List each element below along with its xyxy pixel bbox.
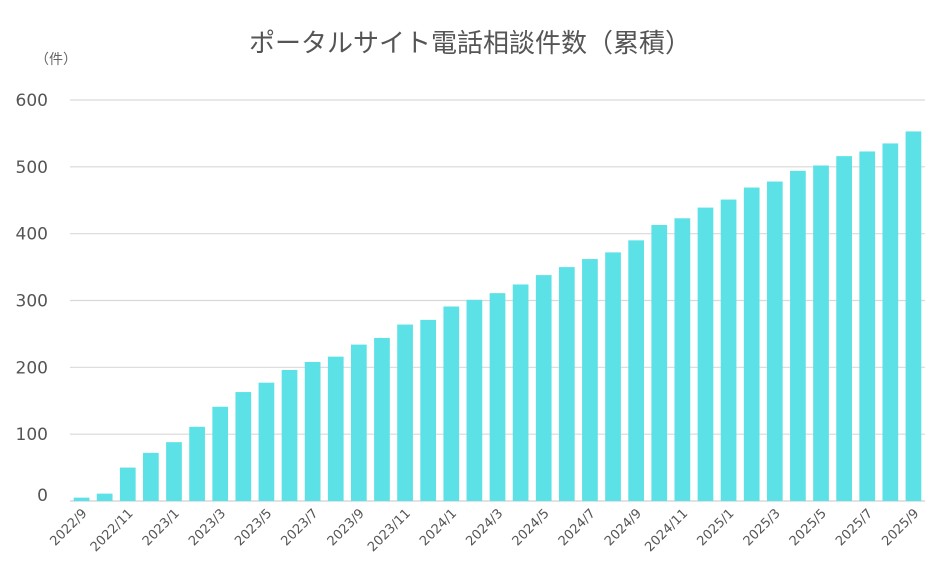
x-tick-label: 2023/3 — [186, 506, 229, 549]
bar — [420, 319, 437, 501]
x-tick-label: 2025/1 — [694, 506, 737, 549]
bar — [859, 151, 876, 501]
x-tick-label: 2023/9 — [325, 506, 368, 549]
x-tick-label: 2022/9 — [47, 506, 90, 549]
bar — [327, 356, 344, 501]
bar — [720, 199, 737, 501]
bar — [674, 218, 691, 502]
bars — [73, 131, 922, 502]
x-tick-label: 2023/11 — [365, 506, 414, 555]
bar — [73, 497, 90, 501]
bar — [558, 267, 575, 501]
bar — [143, 452, 159, 501]
x-tick-label: 2023/5 — [232, 506, 275, 549]
y-tick-label: 400 — [16, 225, 48, 245]
bar — [743, 187, 760, 501]
bar — [512, 284, 529, 501]
bar — [605, 252, 621, 501]
bar — [535, 275, 552, 501]
bar — [397, 324, 413, 501]
y-tick-label: 600 — [16, 91, 48, 111]
y-tick-label: 0 — [37, 486, 48, 506]
y-tick-label: 100 — [16, 425, 48, 445]
bar — [489, 293, 506, 501]
x-tick-label: 2023/7 — [279, 506, 322, 549]
bar — [766, 181, 783, 501]
x-tick-label: 2024/5 — [510, 506, 553, 549]
x-tick-label: 2024/11 — [642, 506, 691, 555]
bar — [374, 337, 390, 501]
bar — [212, 406, 229, 501]
chart-title: ポータルサイト電話相談件数（累積） — [249, 29, 691, 59]
y-axis-unit-label: （件） — [35, 52, 77, 68]
bar — [258, 382, 275, 501]
bar — [882, 143, 899, 502]
bar — [651, 224, 668, 501]
x-tick-label: 2023/1 — [140, 506, 183, 549]
bar — [96, 493, 113, 501]
x-tick-label: 2024/9 — [602, 506, 645, 549]
x-tick-label: 2025/5 — [787, 506, 830, 549]
x-tick-label: 2024/3 — [463, 506, 506, 549]
y-axis-ticks: 0 100 200 300 400 500 600 — [16, 91, 48, 506]
bar — [281, 370, 298, 501]
bar — [466, 299, 483, 501]
y-tick-label: 200 — [16, 358, 48, 378]
x-tick-label: 2024/1 — [417, 506, 460, 549]
x-tick-label: 2022/11 — [88, 506, 137, 555]
bar — [697, 207, 714, 501]
bar — [628, 240, 645, 501]
bar — [905, 131, 922, 501]
x-tick-label: 2025/9 — [879, 506, 922, 549]
x-tick-label: 2025/7 — [833, 506, 876, 549]
bar — [790, 170, 806, 502]
bar — [119, 467, 136, 501]
x-tick-label: 2024/7 — [556, 506, 599, 549]
bar — [836, 156, 852, 501]
y-tick-label: 300 — [16, 292, 48, 312]
bar — [813, 165, 829, 501]
bar — [304, 361, 321, 501]
bar — [166, 442, 182, 501]
y-tick-label: 500 — [16, 158, 48, 178]
bar — [443, 306, 460, 501]
bar — [350, 344, 367, 501]
bar — [235, 392, 252, 501]
bar — [582, 259, 598, 501]
bar — [189, 426, 205, 501]
x-tick-label: 2025/3 — [741, 506, 784, 549]
